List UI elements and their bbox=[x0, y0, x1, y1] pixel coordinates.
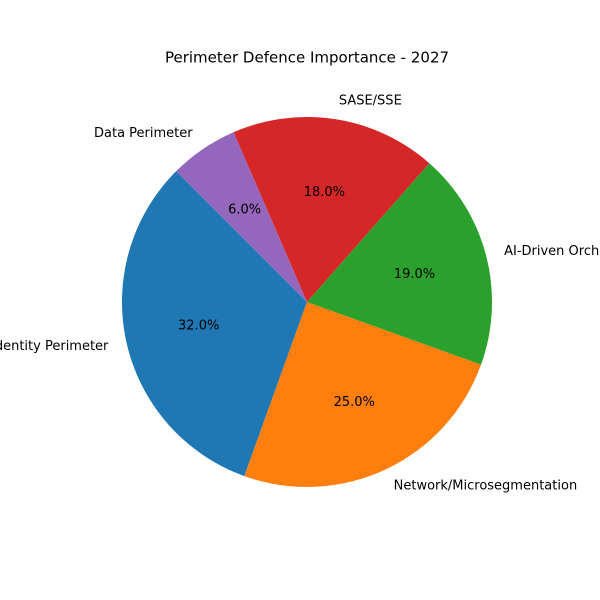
percent-label: 6.0% bbox=[228, 203, 261, 218]
slice-label: Network/Microsegmentation bbox=[394, 479, 578, 494]
slice-label: Data Perimeter bbox=[94, 126, 193, 141]
pie-slice bbox=[176, 132, 307, 302]
pie-slice bbox=[244, 302, 482, 487]
slice-label: SASE/SSE bbox=[339, 94, 402, 109]
percent-label: 19.0% bbox=[394, 267, 435, 282]
percent-label: 18.0% bbox=[304, 185, 345, 200]
percent-label: 32.0% bbox=[178, 319, 219, 334]
pie-slice bbox=[121, 171, 307, 477]
percent-label: 25.0% bbox=[334, 395, 375, 410]
slice-label: Identity Perimeter bbox=[0, 339, 109, 354]
slice-label: AI-Driven Orchestration bbox=[504, 244, 600, 259]
pie-slice bbox=[233, 117, 430, 302]
pie-slice bbox=[307, 163, 492, 365]
chart-title: Perimeter Defence Importance - 2027 bbox=[165, 49, 449, 67]
